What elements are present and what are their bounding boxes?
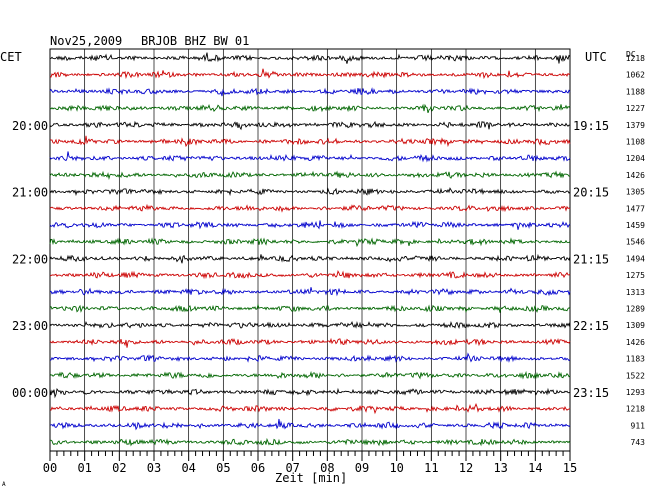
dc-value-labels: 1218 1062 1188 1227 1379 1108 1204 1426 1305 1477…	[626, 54, 645, 447]
trace-row-7	[49, 170, 571, 180]
x-tick-label-14: 14	[528, 461, 542, 475]
dc-value-label: 1477	[626, 204, 645, 213]
dc-value-label: 743	[631, 438, 646, 447]
x-tick-label-06: 06	[251, 461, 265, 475]
dc-value-label: 1183	[626, 355, 645, 364]
trace-row-0	[49, 52, 571, 64]
trace-row-8	[49, 187, 571, 197]
x-tick-label-13: 13	[493, 461, 507, 475]
x-axis-title: Zeit [min]	[275, 471, 347, 485]
trace-row-23	[49, 437, 571, 447]
dc-value-label: 1309	[626, 321, 645, 330]
dc-header: DC	[626, 50, 636, 59]
dc-value-label: 1379	[626, 121, 645, 130]
left-time-label: 20:00	[12, 119, 48, 133]
right-time-label: 19:15	[573, 119, 609, 133]
dc-value-label: 1313	[626, 288, 645, 297]
dc-value-label: 1426	[626, 171, 645, 180]
x-tick-label-09: 09	[355, 461, 369, 475]
dc-value-label: 1289	[626, 305, 645, 314]
x-tick-label-12: 12	[459, 461, 473, 475]
left-time-label: 23:00	[12, 319, 48, 333]
dc-value-label: 1426	[626, 338, 645, 347]
left-time-label: 00:00	[12, 386, 48, 400]
station-label: BRJOB BHZ BW 01	[141, 34, 249, 48]
x-tick-label-00: 00	[43, 461, 57, 475]
date-label: Nov25,2009	[50, 34, 122, 48]
trace-row-5	[49, 135, 571, 148]
x-tick-label-05: 05	[216, 461, 230, 475]
left-time-label: 22:00	[12, 252, 48, 266]
dc-value-label: 1204	[626, 154, 645, 163]
trace-row-18	[49, 352, 571, 363]
dc-value-label: 1293	[626, 388, 645, 397]
x-tick-label-15: 15	[563, 461, 577, 475]
trace-row-13	[49, 270, 571, 280]
x-tick-label-01: 01	[77, 461, 91, 475]
trace-row-21	[49, 402, 571, 415]
trace-row-6	[49, 151, 571, 163]
grid-lines	[84, 49, 536, 451]
trace-row-3	[49, 103, 571, 114]
trace-row-1	[49, 68, 571, 80]
dc-value-label: 1522	[626, 371, 645, 380]
dc-value-label: 1227	[626, 104, 645, 113]
x-axis: 00 01 02 03 04 05 06 07 08 09 10 11 12 13 14 15	[43, 451, 577, 475]
dc-value-label: 1494	[626, 254, 645, 263]
right-time-label: 22:15	[573, 319, 609, 333]
left-time-labels: 20:00 21:00 22:00 23:00 00:00	[12, 119, 48, 400]
dc-value-label: 1459	[626, 221, 645, 230]
trace-row-14	[49, 287, 571, 297]
dc-value-label: 1218	[626, 405, 645, 414]
dc-value-label: 911	[631, 421, 646, 430]
x-tick-label-07: 07	[285, 461, 299, 475]
trace-row-19	[49, 370, 571, 380]
corner-mark: A	[2, 481, 6, 488]
trace-row-22	[49, 418, 571, 431]
trace-row-11	[49, 237, 571, 248]
x-tick-label-10: 10	[389, 461, 403, 475]
trace-row-4	[49, 120, 571, 131]
trace-row-15	[49, 303, 571, 314]
x-tick-label-03: 03	[147, 461, 161, 475]
right-zone-label: UTC	[585, 50, 607, 64]
trace-row-12	[49, 253, 571, 264]
right-time-label: 21:15	[573, 252, 609, 266]
x-tick-label-08: 08	[320, 461, 334, 475]
dc-value-label: 1188	[626, 87, 645, 96]
trace-group	[49, 52, 571, 447]
trace-row-2	[49, 87, 571, 97]
plot-frame	[49, 48, 571, 452]
x-tick-label-11: 11	[424, 461, 438, 475]
dc-value-label: 1275	[626, 271, 645, 280]
right-time-label: 23:15	[573, 386, 609, 400]
left-zone-label: CET	[0, 50, 22, 64]
trace-row-9	[49, 203, 571, 213]
dc-value-label: 1546	[626, 238, 645, 247]
trace-row-16	[49, 320, 571, 329]
dc-value-label: 1218	[626, 54, 645, 63]
right-time-label: 20:15	[573, 186, 609, 200]
left-time-label: 21:00	[12, 186, 48, 200]
right-time-labels: 19:15 20:15 21:15 22:15 23:15	[573, 119, 609, 400]
trace-row-20	[49, 387, 571, 399]
dc-value-label: 1305	[626, 188, 645, 197]
x-tick-label-02: 02	[112, 461, 126, 475]
dc-value-label: 1062	[626, 71, 645, 80]
trace-row-17	[49, 337, 571, 348]
x-tick-label-04: 04	[181, 461, 195, 475]
trace-row-10	[49, 220, 571, 230]
dc-value-label: 1108	[626, 138, 645, 147]
